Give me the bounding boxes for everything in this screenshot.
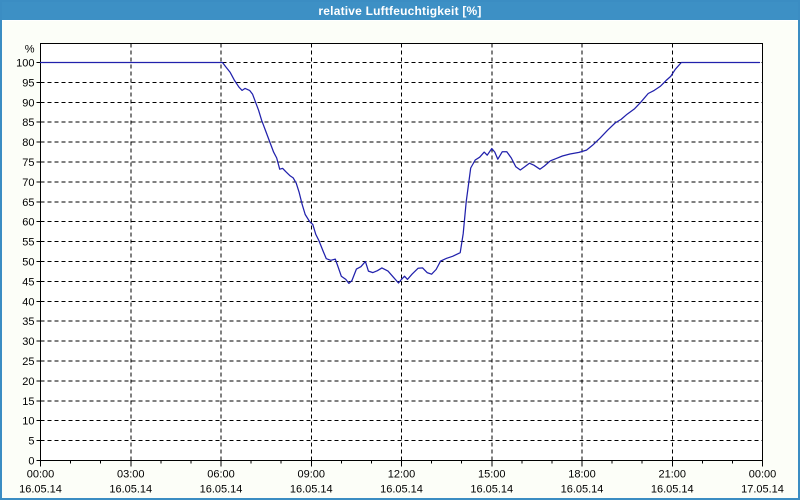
x-tick-time-label: 15:00 (478, 469, 506, 481)
x-tick-date-label: 16.05.14 (109, 484, 152, 496)
x-tick-time-label: 21:00 (658, 469, 686, 481)
y-tick-label: 20 (22, 376, 34, 388)
humidity-series-line (39, 61, 761, 285)
y-axis-unit-label: % (25, 44, 35, 56)
x-tick-time-label: 00:00 (27, 469, 55, 481)
x-tick-time-label: 09:00 (297, 469, 325, 481)
x-tick-time-label: 00:00 (749, 469, 777, 481)
x-tick-date-label: 16.05.14 (470, 484, 513, 496)
y-tick-label: 45 (22, 276, 34, 288)
chart-area: 0 5 10 15 20 25 30 35 40 45 50 55 60 65 70 75 80 85 90 95 10… (2, 21, 798, 498)
y-tick-label: 100 (16, 58, 34, 70)
y-tick-label: 35 (22, 316, 34, 328)
y-tick-label: 10 (22, 416, 34, 428)
y-tick-label: 60 (22, 217, 34, 229)
x-tick-time-label: 06:00 (207, 469, 235, 481)
x-tick-time-label: 03:00 (117, 469, 145, 481)
y-tick-label: 15 (22, 396, 34, 408)
y-tick-label: 65 (22, 197, 34, 209)
title-bar: relative Luftfeuchtigkeit [%] (2, 2, 798, 21)
x-tick-date-label: 16.05.14 (380, 484, 423, 496)
humidity-line-chart: 0 5 10 15 20 25 30 35 40 45 50 55 60 65 70 75 80 85 90 95 10… (16, 43, 784, 496)
plot-background (40, 43, 763, 461)
x-tick-time-label: 12:00 (388, 469, 416, 481)
x-tick-date-label: 17.05.14 (741, 484, 784, 496)
x-tick-date-label: 16.05.14 (651, 484, 694, 496)
y-tick-label: 40 (22, 296, 34, 308)
x-tick-date-label: 16.05.14 (561, 484, 604, 496)
y-tick-label: 75 (22, 157, 34, 169)
y-tick-label: 90 (22, 97, 34, 109)
y-tick-label: 55 (22, 237, 34, 249)
y-tick-label: 50 (22, 257, 34, 269)
window-title: relative Luftfeuchtigkeit [%] (318, 4, 482, 18)
y-tick-label: 85 (22, 117, 34, 129)
y-tick-label: 80 (22, 137, 34, 149)
y-tick-label: 25 (22, 356, 34, 368)
x-tick-date-label: 16.05.14 (19, 484, 62, 496)
y-tick-label: 30 (22, 336, 34, 348)
y-tick-label: 0 (28, 456, 34, 468)
y-tick-label: 5 (28, 436, 34, 448)
x-tick-date-label: 16.05.14 (200, 484, 243, 496)
y-tick-label: 70 (22, 177, 34, 189)
x-tick-time-label: 18:00 (568, 469, 596, 481)
y-tick-label: 95 (22, 77, 34, 89)
x-tick-date-label: 16.05.14 (290, 484, 333, 496)
